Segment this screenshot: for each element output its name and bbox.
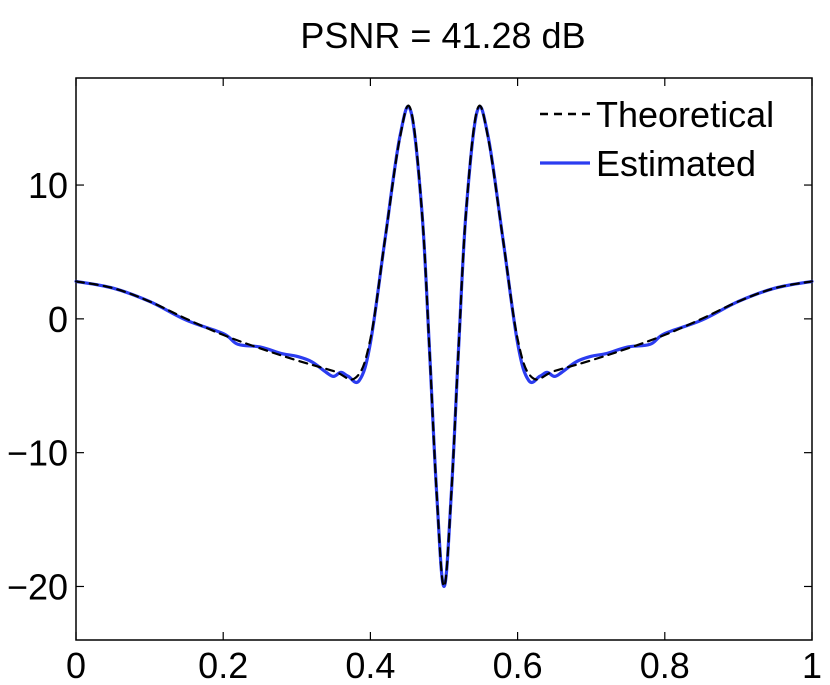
x-tick-label: 0 (66, 645, 86, 685)
axes-frame (75, 77, 813, 641)
x-tick-label: 0.4 (345, 645, 395, 685)
axis-ticks: 0 0.2 0.4 0.6 0.8 1 −20 −10 0 10 (7, 78, 822, 685)
legend-label-theoretical: Theoretical (596, 94, 774, 135)
x-tick-label: 0.2 (198, 645, 248, 685)
y-tick-label: −20 (7, 566, 68, 607)
series-line-estimated (74, 104, 814, 589)
y-tick-label: 0 (48, 299, 68, 340)
chart-title: PSNR = 41.28 dB (300, 15, 585, 56)
plot-area (75, 77, 813, 641)
y-tick-label: 10 (28, 165, 68, 206)
x-tick-label: 0.8 (640, 645, 690, 685)
legend: Theoretical Estimated (540, 94, 774, 184)
series-layer (74, 104, 814, 589)
x-tick-label: 0.6 (493, 645, 543, 685)
y-tick-label: −10 (7, 433, 68, 474)
legend-label-estimated: Estimated (596, 143, 756, 184)
x-tick-label: 1 (802, 645, 822, 685)
